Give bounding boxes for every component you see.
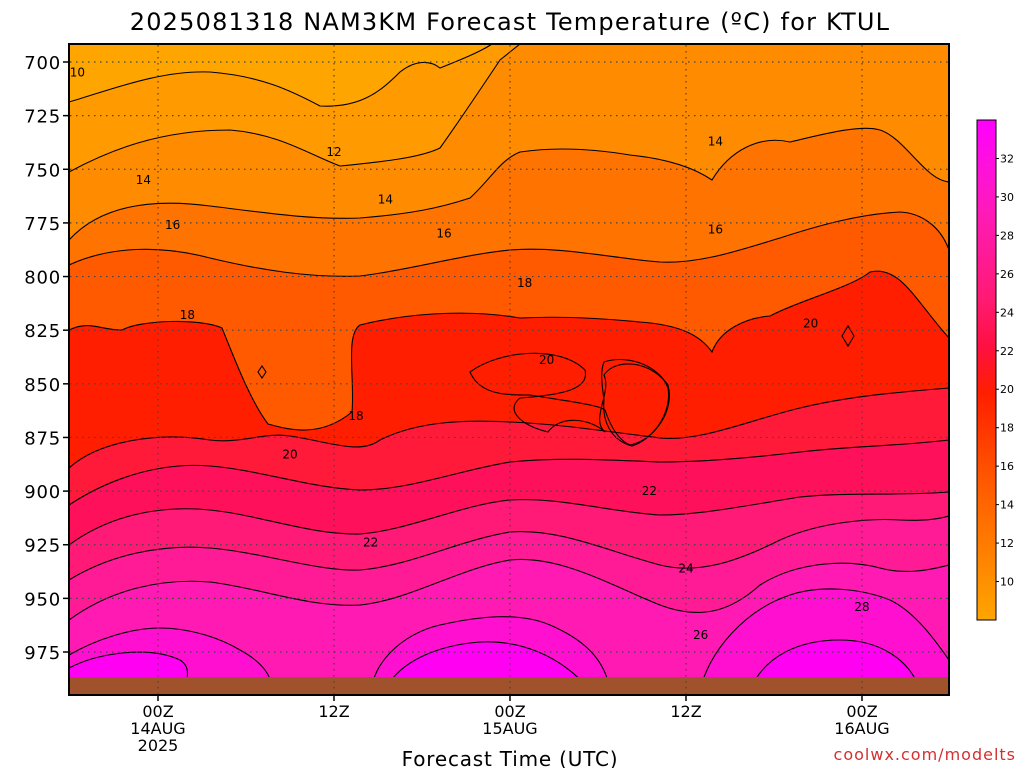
colorbar-tick-label: 24 bbox=[1000, 306, 1014, 319]
contour-label: 18 bbox=[517, 276, 532, 290]
y-tick-label: 775 bbox=[24, 214, 61, 235]
contour-label: 20 bbox=[803, 317, 818, 331]
temperature-band-28 bbox=[69, 588, 949, 690]
contour-labels: 10 12 14 14 14 16 16 16 18 18 18 20 20 20 22 22 24 26 28 bbox=[70, 66, 870, 642]
y-axis: 700 725 750 775 800 825 850 875 900 925 950 975 bbox=[24, 53, 69, 664]
contour-label: 16 bbox=[436, 227, 451, 241]
y-tick-label: 900 bbox=[24, 482, 61, 503]
temperature-band-30 bbox=[69, 640, 920, 690]
chart-title: 2025081318 NAM3KM Forecast Temperature (… bbox=[130, 8, 891, 36]
plot-area bbox=[69, 44, 949, 695]
contour-label: 18 bbox=[180, 308, 195, 322]
contour-lines bbox=[69, 44, 949, 691]
y-tick-label: 725 bbox=[24, 107, 61, 128]
watermark: coolwx.com/modelts bbox=[834, 745, 1016, 764]
contour-label: 14 bbox=[136, 173, 151, 187]
y-tick-label: 950 bbox=[24, 589, 61, 610]
colorbar-tick-label: 12 bbox=[1000, 537, 1014, 550]
x-tick-label: 12Z bbox=[318, 702, 349, 721]
colorbar-tick-label: 28 bbox=[1000, 229, 1014, 242]
y-tick-label: 875 bbox=[24, 428, 61, 449]
ground-layer bbox=[69, 677, 949, 695]
y-tick-label: 700 bbox=[24, 53, 61, 74]
x-tick-label: 15AUG bbox=[482, 719, 537, 738]
contour-label: 14 bbox=[378, 192, 393, 206]
x-axis-label: Forecast Time (UTC) bbox=[402, 747, 619, 768]
colorbar-tick-label: 22 bbox=[1000, 345, 1014, 358]
temperature-band-10 bbox=[69, 44, 520, 172]
colorbar: 10 12 14 16 18 20 22 24 26 28 30 32 bbox=[976, 119, 1014, 621]
y-tick-label: 925 bbox=[24, 536, 61, 557]
contour-label: 16 bbox=[708, 222, 723, 236]
contour-label: 20 bbox=[282, 448, 297, 462]
colorbar-tick-label: 10 bbox=[1000, 576, 1014, 589]
contour-label: 22 bbox=[363, 536, 378, 550]
y-tick-label: 800 bbox=[24, 268, 61, 289]
colorbar-tick-label: 16 bbox=[1000, 460, 1014, 473]
y-tick-label: 750 bbox=[24, 160, 61, 181]
contour-label: 16 bbox=[165, 218, 180, 232]
y-tick-label: 975 bbox=[24, 643, 61, 664]
x-tick-label: 00Z bbox=[142, 702, 173, 721]
y-tick-label: 850 bbox=[24, 375, 61, 396]
colorbar-gradient bbox=[976, 119, 997, 621]
colorbar-tick-label: 20 bbox=[1000, 383, 1014, 396]
x-tick-label: 12Z bbox=[670, 702, 701, 721]
colorbar-tick-label: 26 bbox=[1000, 268, 1014, 281]
x-tick-label: 14AUG bbox=[130, 719, 185, 738]
contour-label: 28 bbox=[854, 600, 869, 614]
colorbar-tick-label: 30 bbox=[1000, 191, 1014, 204]
x-tick-label: 16AUG bbox=[834, 719, 889, 738]
temperature-band-8 bbox=[69, 44, 492, 107]
contour-label: 10 bbox=[70, 66, 85, 80]
colorbar-tick-label: 18 bbox=[1000, 422, 1014, 435]
colorbar-tick-label: 32 bbox=[1000, 152, 1014, 165]
contour-label: 18 bbox=[348, 409, 363, 423]
y-tick-label: 825 bbox=[24, 321, 61, 342]
x-tick-label: 00Z bbox=[846, 702, 877, 721]
contour-label: 22 bbox=[642, 484, 657, 498]
contour-label: 12 bbox=[326, 145, 341, 159]
contour-label: 24 bbox=[678, 561, 693, 575]
contour-label: 20 bbox=[539, 353, 554, 367]
x-tick-label: 00Z bbox=[494, 702, 525, 721]
colorbar-tick-label: 14 bbox=[1000, 499, 1014, 512]
plot-frame bbox=[68, 43, 950, 696]
grid-lines bbox=[70, 45, 948, 694]
x-tick-label: 2025 bbox=[138, 736, 179, 755]
contour-label: 14 bbox=[708, 134, 723, 148]
contour-label: 26 bbox=[693, 628, 708, 642]
